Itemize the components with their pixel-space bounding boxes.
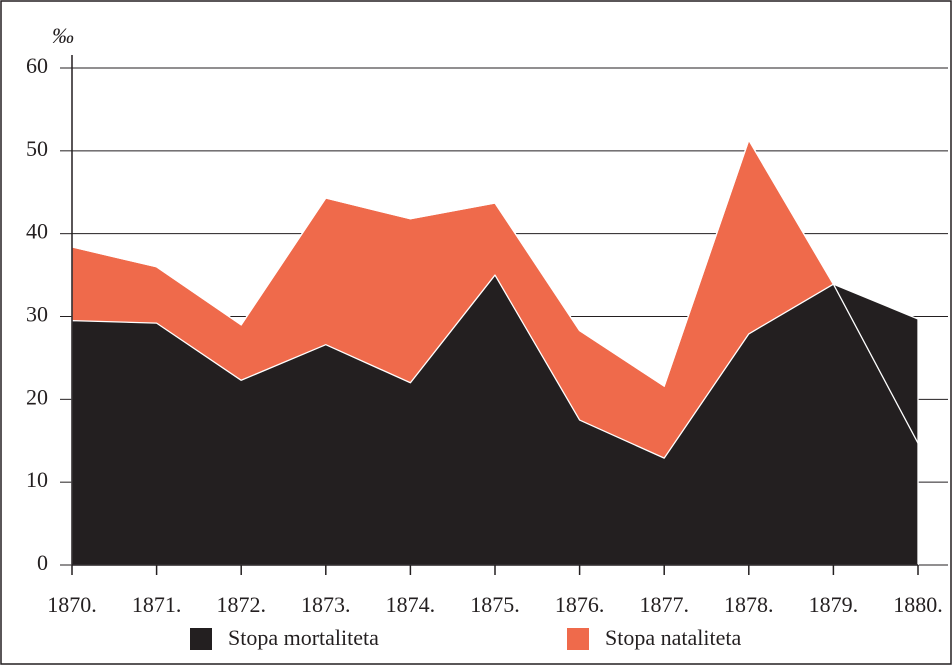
x-tick-label: 1877. xyxy=(639,592,689,617)
y-tick-label: 0 xyxy=(37,550,48,575)
y-tick-label: 40 xyxy=(26,219,48,244)
legend-label: Stopa nataliteta xyxy=(605,625,741,650)
x-tick-label: 1876. xyxy=(555,592,605,617)
y-tick-label: 30 xyxy=(26,302,48,327)
line xyxy=(71,138,919,444)
y-tick-label: 10 xyxy=(26,467,48,492)
y-axis-label: ‰ xyxy=(52,23,74,48)
x-tick-label: 1870. xyxy=(47,592,97,617)
legend-label: Stopa mortaliteta xyxy=(228,625,379,650)
x-tick-label: 1879. xyxy=(809,592,859,617)
x-tick-label: 1872. xyxy=(216,592,266,617)
y-tick-label: 20 xyxy=(26,384,48,409)
x-tick-label: 1874. xyxy=(386,592,436,617)
area xyxy=(71,274,919,566)
x-tick-label: 1873. xyxy=(301,592,351,617)
legend-swatch xyxy=(567,628,589,650)
y-tick-label: 50 xyxy=(26,136,48,161)
x-tick-label: 1880. xyxy=(893,592,943,617)
x-tick-label: 1875. xyxy=(470,592,520,617)
x-tick-label: 1871. xyxy=(132,592,182,617)
legend-swatch xyxy=(190,628,212,650)
x-tick-label: 1878. xyxy=(724,592,774,617)
y-tick-label: 60 xyxy=(26,53,48,78)
